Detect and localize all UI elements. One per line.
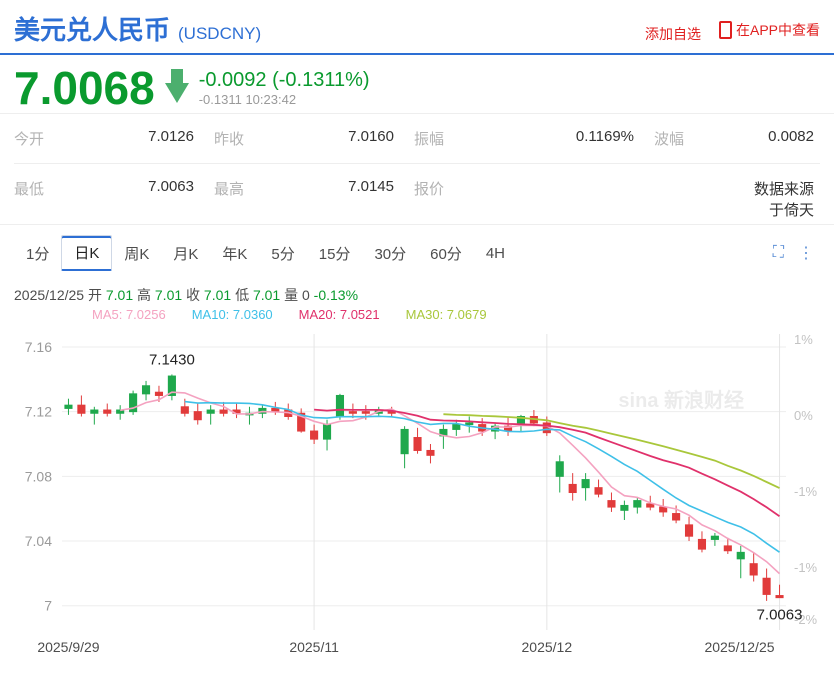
ohlc-close-label: 收 xyxy=(186,287,200,303)
ohlc-low-label: 低 xyxy=(235,287,249,303)
ohlc-volume-label: 量 xyxy=(284,287,298,303)
svg-text:-1%: -1% xyxy=(794,484,818,499)
tab-item-6[interactable]: 15分 xyxy=(307,237,363,270)
period-tabs-bar: 1分 日K 周K 月K 年K 5分 15分 30分 60分 4H ⛶ ⋮ xyxy=(0,224,834,279)
svg-text:2025/11: 2025/11 xyxy=(289,639,339,655)
ohlc-close-value: 7.01 xyxy=(204,287,231,303)
svg-text:7.12: 7.12 xyxy=(25,404,52,420)
price-direction-icon xyxy=(165,83,189,103)
prev-close-value: 7.0160 xyxy=(304,128,414,149)
amplitude-value: 0.1169% xyxy=(504,128,654,149)
high-label: 最高 xyxy=(214,178,304,220)
amplitude-label: 振幅 xyxy=(414,128,504,149)
stats-grid: 今开 7.0126 昨收 7.0160 振幅 0.1169% 波幅 0.0082… xyxy=(0,113,834,224)
ohlc-high-label: 高 xyxy=(137,287,151,303)
price-change-value: -0.0092 (-0.1311%) xyxy=(199,69,370,92)
price-summary: 7.0068 -0.0092 (-0.1311%) -0.1311 10:23:… xyxy=(0,55,834,113)
instrument-title-cn: 美元兑人民币 xyxy=(14,10,170,47)
tab-item-4[interactable]: 年K xyxy=(210,237,259,270)
data-source-label: 数据来源于倚天 xyxy=(744,178,820,220)
tab-item-8[interactable]: 60分 xyxy=(418,237,474,270)
quote-label: 报价 xyxy=(414,178,504,220)
open-value: 7.0126 xyxy=(104,128,214,149)
quote-value xyxy=(504,178,654,220)
more-options-icon[interactable]: ⋮ xyxy=(798,243,814,263)
ma20-legend: MA20: 7.0521 xyxy=(299,307,380,322)
ohlc-date: 2025/12/25 xyxy=(14,287,84,303)
high-value: 7.0145 xyxy=(304,178,414,220)
low-label: 最低 xyxy=(14,178,104,220)
tab-item-3[interactable]: 月K xyxy=(161,237,210,270)
svg-text:2025/12: 2025/12 xyxy=(522,639,573,655)
ma-legend-row: MA5: 7.0256 MA10: 7.0360 MA20: 7.0521 MA… xyxy=(0,305,834,322)
ohlc-pct-value: -0.13% xyxy=(314,287,358,303)
svg-text:7.1430: 7.1430 xyxy=(149,351,195,368)
fullscreen-icon[interactable]: ⛶ xyxy=(773,244,784,262)
svg-text:0%: 0% xyxy=(794,408,813,423)
svg-text:7.04: 7.04 xyxy=(25,533,52,549)
prev-close-label: 昨收 xyxy=(214,128,304,149)
ohlc-open-label: 开 xyxy=(88,287,102,303)
svg-text:1%: 1% xyxy=(794,332,813,347)
usdcny-quote-page: 美元兑人民币 (USDCNY) 添加自选 在APP中查看 7.0068 -0.0… xyxy=(0,0,834,684)
candlestick-chart[interactable]: sina 新浪财经 7.16 7.12 7.08 7.04 7 1% 0% -1% -1% -2%… xyxy=(0,324,834,670)
ohlc-open-value: 7.01 xyxy=(106,287,133,303)
svg-text:-1%: -1% xyxy=(794,560,818,575)
wave-value: 0.0082 xyxy=(744,128,820,149)
source-spacer xyxy=(654,178,744,220)
view-in-app-label: 在APP中查看 xyxy=(736,20,820,40)
header-bar: 美元兑人民币 (USDCNY) 添加自选 在APP中查看 xyxy=(0,0,834,55)
wave-label: 波幅 xyxy=(654,128,744,149)
view-in-app-button[interactable]: 在APP中查看 xyxy=(719,20,820,40)
price-change-block: -0.0092 (-0.1311%) -0.1311 10:23:42 xyxy=(199,69,370,107)
instrument-title-en: (USDCNY) xyxy=(178,24,645,44)
open-label: 今开 xyxy=(14,128,104,149)
ma30-legend: MA30: 7.0679 xyxy=(406,307,487,322)
price-change-timestamp: -0.1311 10:23:42 xyxy=(199,92,370,107)
svg-text:7.0063: 7.0063 xyxy=(757,607,803,624)
ohlc-summary-row: 2025/12/25 开 7.01 高 7.01 收 7.01 低 7.01 量… xyxy=(0,279,834,305)
ma10-legend: MA10: 7.0360 xyxy=(192,307,273,322)
ma5-legend: MA5: 7.0256 xyxy=(92,307,166,322)
svg-text:7.08: 7.08 xyxy=(25,468,52,484)
svg-text:7: 7 xyxy=(44,598,52,614)
phone-icon xyxy=(719,21,732,39)
tab-item-2[interactable]: 周K xyxy=(112,237,161,270)
tab-item-1[interactable]: 日K xyxy=(61,235,112,271)
low-value: 7.0063 xyxy=(104,178,214,220)
ohlc-low-value: 7.01 xyxy=(253,287,280,303)
tab-item-0[interactable]: 1分 xyxy=(14,237,61,270)
svg-text:7.16: 7.16 xyxy=(25,339,52,355)
tab-item-7[interactable]: 30分 xyxy=(362,237,418,270)
add-to-watchlist-button[interactable]: 添加自选 xyxy=(645,24,701,44)
tab-item-5[interactable]: 5分 xyxy=(259,237,306,270)
svg-text:2025/12/25: 2025/12/25 xyxy=(704,639,774,655)
ohlc-volume-value: 0 xyxy=(302,287,310,303)
svg-text:2025/9/29: 2025/9/29 xyxy=(37,639,99,655)
last-price-value: 7.0068 xyxy=(14,65,155,111)
tab-item-9[interactable]: 4H xyxy=(474,239,517,268)
ohlc-high-value: 7.01 xyxy=(155,287,182,303)
chart-view-controls: ⛶ ⋮ xyxy=(773,243,820,263)
